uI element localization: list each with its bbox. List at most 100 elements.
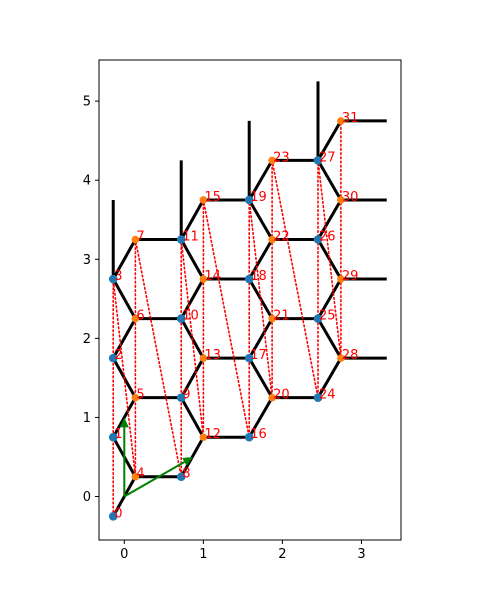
site-24 [313, 393, 323, 402]
site-label-17: 17 [250, 348, 267, 363]
site-26 [313, 235, 323, 244]
y-tick-label-2: 2 [83, 332, 91, 347]
site-label-11: 11 [182, 230, 199, 245]
bond-18-22 [247, 238, 274, 280]
site-5 [131, 393, 140, 402]
order-path-line [112, 120, 342, 518]
site-19 [244, 195, 254, 205]
bonds-layer [111, 81, 387, 518]
x-tick-label-2: 2 [278, 547, 286, 562]
plot-area: 0123456789101112131415161718192021222324… [98, 59, 402, 541]
site-label-14: 14 [204, 269, 221, 284]
x-tick-label-0: 0 [120, 547, 128, 562]
y-tick-label-3: 3 [83, 253, 91, 268]
y-axis-ticks: 0 1 2 3 4 5 [83, 95, 99, 505]
site-1 [108, 432, 118, 442]
site-label-24: 24 [319, 388, 336, 403]
site-label-18: 18 [250, 269, 267, 284]
site-label-31: 31 [342, 111, 359, 126]
bond-9-12 [179, 396, 205, 438]
x-axis-ticks: 0 1 2 3 [120, 540, 366, 562]
x-tick-label-1: 1 [199, 547, 207, 562]
site-6 [131, 314, 140, 323]
lattice-vector-2-shaft [123, 461, 185, 498]
site-9 [176, 393, 186, 402]
bond-2-6 [111, 317, 137, 359]
bond-10-14 [179, 278, 205, 320]
order-path-layer [112, 120, 342, 518]
site-label-19: 19 [250, 190, 267, 205]
bond-27-30 [316, 159, 343, 201]
bond-24-28 [316, 357, 343, 399]
bond-16-20 [247, 396, 274, 438]
site-label-0: 0 [114, 506, 122, 521]
y-tick-label-4: 4 [83, 174, 91, 189]
site-25 [313, 314, 323, 323]
lattice-vector-2-head [182, 456, 194, 466]
site-23 [268, 156, 276, 165]
site-17 [244, 353, 254, 363]
bond-3-6 [111, 278, 137, 320]
site-8 [176, 472, 186, 482]
site-11 [176, 235, 186, 244]
site-29 [337, 275, 345, 283]
site-label-4: 4 [136, 467, 144, 482]
y-tick-label-0: 0 [83, 490, 91, 505]
site-7 [131, 235, 140, 244]
site-label-27: 27 [319, 150, 336, 165]
site-30 [337, 196, 345, 204]
site-31 [337, 117, 345, 125]
nodes-layer [108, 117, 345, 521]
site-4 [131, 472, 140, 481]
site-label-8: 8 [182, 467, 190, 482]
site-12 [199, 433, 208, 441]
site-2 [108, 353, 118, 363]
site-label-12: 12 [204, 427, 221, 442]
site-20 [268, 393, 276, 402]
site-label-2: 2 [114, 348, 122, 363]
site-label-7: 7 [136, 230, 144, 245]
y-tick-label-5: 5 [83, 95, 91, 110]
lattice-vector-1-head [119, 417, 129, 428]
bond-17-20 [247, 357, 274, 399]
bond-9-13 [179, 357, 205, 399]
x-tick-label-3: 3 [357, 547, 365, 562]
site-label-30: 30 [342, 190, 359, 205]
site-label-1: 1 [114, 427, 122, 442]
bond-25-28 [316, 317, 343, 359]
bond-19-22 [247, 199, 274, 241]
site-21 [268, 314, 276, 323]
site-16 [244, 432, 254, 442]
bond-17-21 [247, 317, 274, 359]
site-0 [108, 511, 118, 521]
bond-11-14 [179, 238, 205, 280]
bond-25-29 [316, 278, 343, 320]
site-22 [268, 235, 276, 244]
site-label-10: 10 [182, 309, 199, 324]
bond-0-4 [111, 476, 137, 518]
site-18 [244, 274, 254, 284]
bond-26-30 [316, 199, 343, 241]
site-label-5: 5 [136, 388, 144, 403]
site-label-9: 9 [182, 388, 190, 403]
site-label-26: 26 [319, 230, 336, 245]
site-label-20: 20 [273, 388, 290, 403]
site-label-21: 21 [273, 309, 290, 324]
site-27 [313, 156, 323, 165]
site-3 [108, 274, 118, 284]
site-28 [337, 354, 345, 362]
y-tick-label-1: 1 [83, 411, 91, 426]
site-label-6: 6 [136, 309, 144, 324]
site-label-3: 3 [114, 269, 122, 284]
bond-27-31 [316, 120, 343, 162]
site-label-25: 25 [319, 309, 336, 324]
bond-8-12 [179, 436, 205, 478]
bond-3-7 [111, 238, 137, 280]
site-label-13: 13 [204, 348, 221, 363]
site-14 [199, 275, 208, 283]
bond-11-15 [179, 199, 205, 241]
site-13 [199, 354, 208, 362]
site-label-15: 15 [204, 190, 221, 205]
site-label-28: 28 [342, 348, 359, 363]
